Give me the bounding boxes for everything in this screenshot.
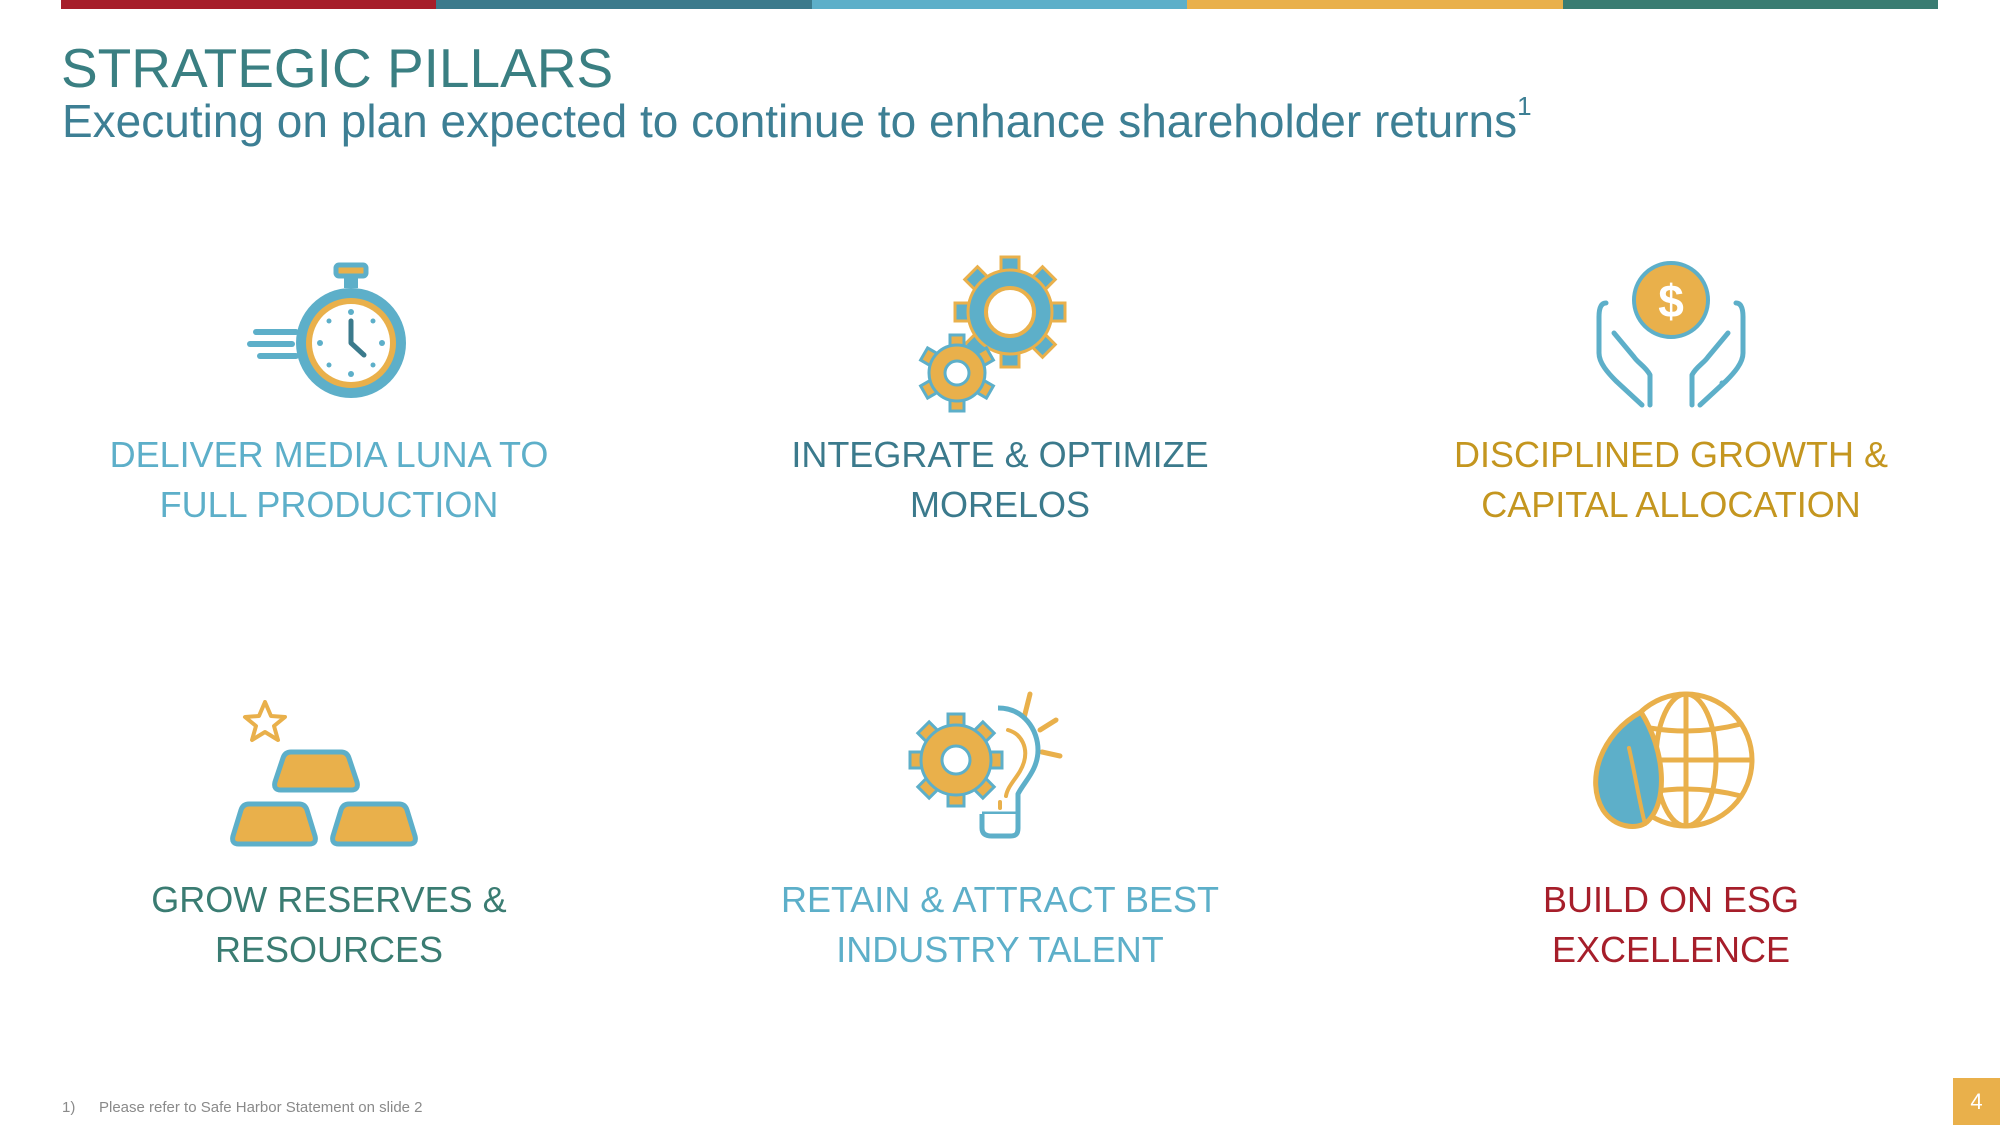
pillar-label: DISCIPLINED GROWTH & CAPITAL ALLOCATION — [1453, 434, 1889, 525]
pillar-label: BUILD ON ESG EXCELLENCE — [1542, 879, 1800, 970]
color-bar-light-blue — [811, 0, 1188, 9]
svg-text:$: $ — [1658, 275, 1684, 327]
footnote: 1) Please refer to Safe Harbor Statement … — [62, 1099, 423, 1116]
footnote-number: 1) — [62, 1099, 76, 1116]
pillar-grow-reserves: GROW RESERVES & RESOURCES — [49, 700, 609, 970]
pillar-retain-talent: RETAIN & ATTRACT BEST INDUSTRY TALENT — [720, 690, 1280, 970]
page-number: 4 — [1970, 1088, 1983, 1114]
subtitle-text: Executing on plan expected to continue t… — [62, 95, 1518, 147]
stopwatch-icon — [247, 262, 406, 398]
hands-coin-icon: $ — [1596, 261, 1746, 408]
color-bar-teal-green — [1562, 0, 1939, 9]
leaf-globe-icon — [1593, 691, 1755, 829]
color-bar-red — [61, 0, 437, 9]
color-bar-gold — [1187, 0, 1563, 9]
page-subtitle: Executing on plan expected to continue t… — [62, 92, 1532, 147]
page-number-badge: 4 — [1953, 1078, 2000, 1125]
top-color-bar — [61, 0, 1939, 9]
footnote-marker: 1 — [1517, 91, 1532, 121]
pillar-esg-excellence: BUILD ON ESG EXCELLENCE — [1391, 690, 1951, 970]
color-bar-teal — [436, 0, 812, 9]
lightbulb-gear-icon — [908, 691, 1063, 839]
pillar-deliver-media-luna: DELIVER MEDIA LUNA TO FULL PRODUCTION — [49, 255, 609, 525]
pillar-label: DELIVER MEDIA LUNA TO FULL PRODUCTION — [109, 434, 549, 525]
pillar-label: INTEGRATE & OPTIMIZE MORELOS — [791, 434, 1209, 525]
footnote-text: Please refer to Safe Harbor Statement on… — [99, 1099, 423, 1116]
gears-icon — [918, 255, 1067, 413]
page-title: STRATEGIC PILLARS — [61, 37, 614, 99]
gold-bars-icon — [230, 700, 418, 847]
pillar-disciplined-growth: $ DISCIPLINED GROWTH & CAPITAL ALLOCATIO… — [1391, 255, 1951, 525]
pillar-label: GROW RESERVES & RESOURCES — [151, 879, 507, 970]
pillar-integrate-morelos: INTEGRATE & OPTIMIZE MORELOS — [720, 255, 1280, 525]
pillar-label: RETAIN & ATTRACT BEST INDUSTRY TALENT — [780, 879, 1220, 970]
